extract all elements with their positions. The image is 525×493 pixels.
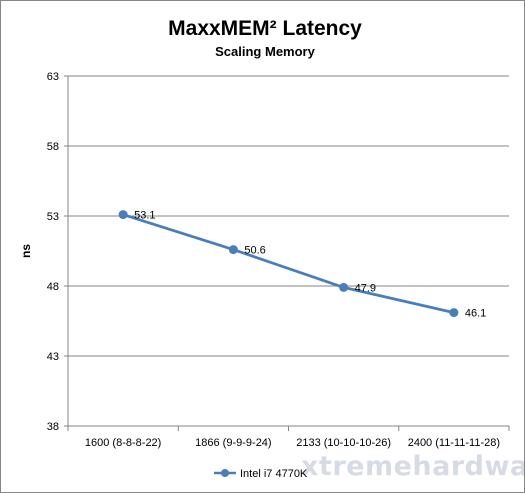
watermark: xtremehardware.com — [301, 451, 524, 482]
data-label: 47.9 — [355, 282, 376, 294]
series-line — [122, 213, 455, 314]
legend-marker-swatch — [221, 469, 229, 477]
series-layer: 53.1 50.6 47.9 46.1 — [118, 210, 486, 320]
chart-title: MaxxMEM² Latency — [168, 17, 362, 40]
x-tick-label: 1600 (8-8-8-22) — [85, 437, 161, 449]
x-tick-label: 1866 (9-9-9-24) — [195, 437, 271, 449]
y-tick-label: 43 — [47, 351, 59, 363]
x-axis-ticks: 1600 (8-8-8-22) 1866 (9-9-9-24) 2133 (10-1… — [67, 426, 510, 449]
y-axis-ticks: 38 43 48 53 58 63 — [47, 71, 68, 433]
y-tick-label: 58 — [47, 141, 59, 153]
y-tick-label: 38 — [47, 421, 59, 433]
y-tick-label: 48 — [47, 281, 59, 293]
legend-label: Intel i7 4770K — [240, 468, 308, 480]
data-label: 53.1 — [134, 210, 155, 222]
legend: Intel i7 4770K — [214, 468, 308, 480]
y-tick-label: 63 — [47, 71, 59, 83]
chart-subtitle: Scaling Memory — [215, 44, 315, 59]
data-point — [449, 308, 459, 318]
data-point — [228, 245, 238, 255]
y-axis-label: ns — [19, 244, 33, 258]
x-tick-label: 2133 (10-10-10-26) — [296, 437, 391, 449]
data-point — [339, 282, 349, 292]
gridlines — [68, 75, 509, 357]
x-tick-label: 2400 (11-11-11-28) — [408, 437, 500, 449]
data-label: 46.1 — [465, 308, 486, 320]
y-tick-label: 53 — [47, 211, 59, 223]
data-label: 50.6 — [244, 245, 265, 257]
data-point — [118, 210, 128, 220]
